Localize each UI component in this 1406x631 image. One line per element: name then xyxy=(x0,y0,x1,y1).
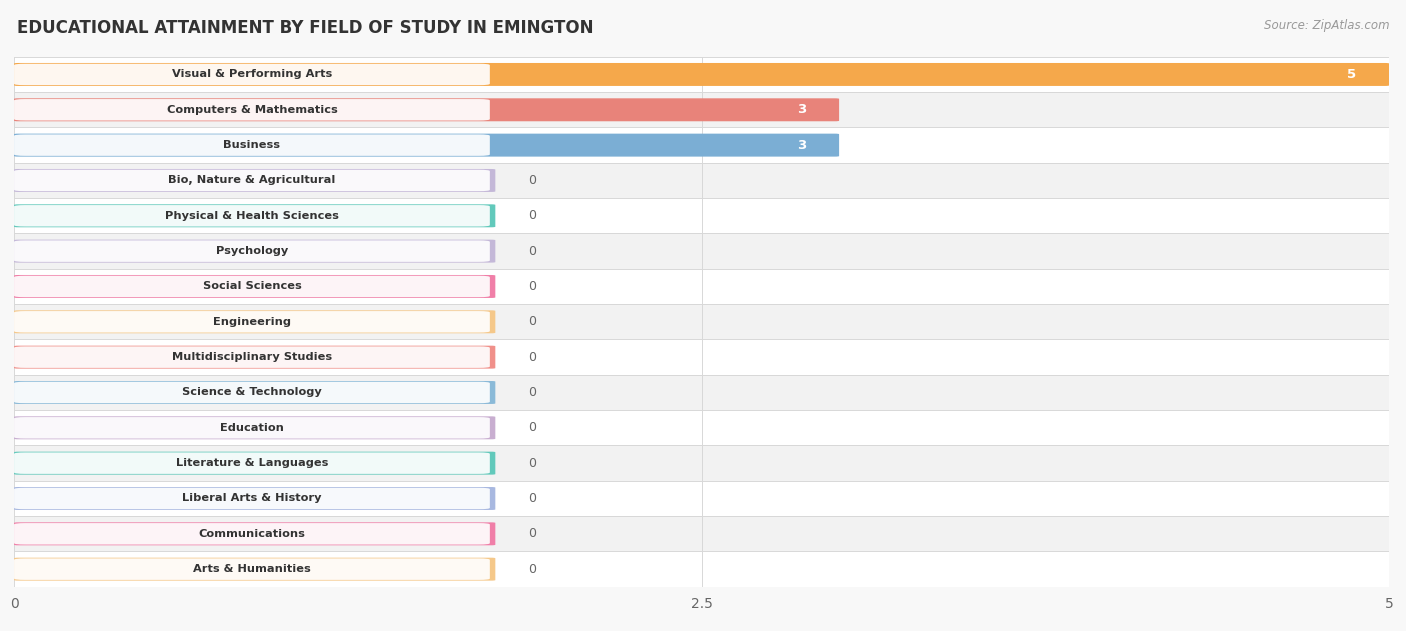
Bar xyxy=(14,339,1389,375)
Text: 0: 0 xyxy=(529,492,536,505)
Text: Multidisciplinary Studies: Multidisciplinary Studies xyxy=(172,352,332,362)
Text: Physical & Health Sciences: Physical & Health Sciences xyxy=(165,211,339,221)
Bar xyxy=(14,410,1389,445)
Bar xyxy=(14,445,1389,481)
FancyBboxPatch shape xyxy=(14,276,489,297)
FancyBboxPatch shape xyxy=(14,134,839,156)
Text: 5: 5 xyxy=(1347,68,1357,81)
Text: 3: 3 xyxy=(797,103,806,116)
FancyBboxPatch shape xyxy=(14,64,489,85)
Text: 0: 0 xyxy=(529,280,536,293)
Bar xyxy=(14,163,1389,198)
Text: Liberal Arts & History: Liberal Arts & History xyxy=(183,493,322,504)
Bar xyxy=(14,198,1389,233)
Text: Arts & Humanities: Arts & Humanities xyxy=(193,564,311,574)
Text: 0: 0 xyxy=(529,528,536,540)
FancyBboxPatch shape xyxy=(14,452,495,475)
Text: Literature & Languages: Literature & Languages xyxy=(176,458,328,468)
FancyBboxPatch shape xyxy=(14,558,489,580)
FancyBboxPatch shape xyxy=(14,382,489,403)
FancyBboxPatch shape xyxy=(14,487,495,510)
Bar xyxy=(14,57,1389,92)
FancyBboxPatch shape xyxy=(14,452,489,474)
Text: Psychology: Psychology xyxy=(217,246,288,256)
Text: Communications: Communications xyxy=(198,529,305,539)
FancyBboxPatch shape xyxy=(14,205,489,227)
Text: 0: 0 xyxy=(529,422,536,434)
FancyBboxPatch shape xyxy=(14,134,489,156)
FancyBboxPatch shape xyxy=(14,558,495,581)
FancyBboxPatch shape xyxy=(14,169,495,192)
Text: 0: 0 xyxy=(529,245,536,257)
Text: Social Sciences: Social Sciences xyxy=(202,281,301,292)
FancyBboxPatch shape xyxy=(14,488,489,509)
Text: Bio, Nature & Agricultural: Bio, Nature & Agricultural xyxy=(169,175,336,186)
Text: Business: Business xyxy=(224,140,280,150)
FancyBboxPatch shape xyxy=(14,522,495,545)
Bar xyxy=(14,92,1389,127)
Text: 0: 0 xyxy=(529,563,536,575)
FancyBboxPatch shape xyxy=(14,346,495,369)
Text: 0: 0 xyxy=(529,386,536,399)
Text: 0: 0 xyxy=(529,174,536,187)
Text: EDUCATIONAL ATTAINMENT BY FIELD OF STUDY IN EMINGTON: EDUCATIONAL ATTAINMENT BY FIELD OF STUDY… xyxy=(17,19,593,37)
Text: Engineering: Engineering xyxy=(212,317,291,327)
Text: 0: 0 xyxy=(529,316,536,328)
FancyBboxPatch shape xyxy=(14,416,495,439)
FancyBboxPatch shape xyxy=(14,311,489,333)
Text: 3: 3 xyxy=(797,139,806,151)
FancyBboxPatch shape xyxy=(14,310,495,333)
Bar xyxy=(14,127,1389,163)
FancyBboxPatch shape xyxy=(14,170,489,191)
FancyBboxPatch shape xyxy=(14,346,489,368)
FancyBboxPatch shape xyxy=(14,240,495,262)
Text: Education: Education xyxy=(219,423,284,433)
Bar xyxy=(14,551,1389,587)
Bar xyxy=(14,304,1389,339)
FancyBboxPatch shape xyxy=(14,523,489,545)
Bar xyxy=(14,233,1389,269)
FancyBboxPatch shape xyxy=(14,63,1389,86)
Text: Computers & Mathematics: Computers & Mathematics xyxy=(166,105,337,115)
Text: 0: 0 xyxy=(529,209,536,222)
FancyBboxPatch shape xyxy=(14,240,489,262)
Bar xyxy=(14,269,1389,304)
Bar xyxy=(14,375,1389,410)
Bar xyxy=(14,516,1389,551)
Text: 0: 0 xyxy=(529,457,536,469)
FancyBboxPatch shape xyxy=(14,204,495,227)
FancyBboxPatch shape xyxy=(14,275,495,298)
FancyBboxPatch shape xyxy=(14,417,489,439)
FancyBboxPatch shape xyxy=(14,381,495,404)
Bar xyxy=(14,481,1389,516)
FancyBboxPatch shape xyxy=(14,99,489,121)
Text: 0: 0 xyxy=(529,351,536,363)
Text: Science & Technology: Science & Technology xyxy=(181,387,322,398)
FancyBboxPatch shape xyxy=(14,98,839,121)
Text: Source: ZipAtlas.com: Source: ZipAtlas.com xyxy=(1264,19,1389,32)
Text: Visual & Performing Arts: Visual & Performing Arts xyxy=(172,69,332,80)
